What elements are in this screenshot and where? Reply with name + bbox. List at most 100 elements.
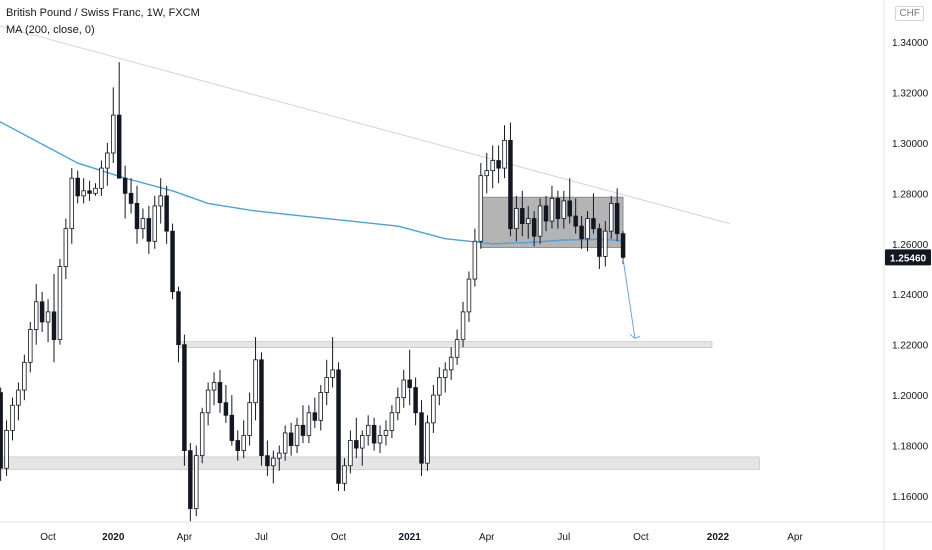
- candle-body: [164, 195, 169, 232]
- candle-body: [93, 187, 98, 194]
- candle-body: [152, 205, 158, 242]
- candle-body: [603, 230, 608, 257]
- candle-body: [549, 197, 555, 222]
- candle-body: [33, 301, 39, 330]
- y-tick-label: 1.18000: [892, 442, 929, 453]
- candle-body: [377, 435, 383, 444]
- candle-body: [597, 228, 602, 257]
- candle-body: [188, 450, 193, 510]
- candle-body: [514, 208, 519, 230]
- candle-body: [407, 379, 412, 388]
- candle-body: [614, 203, 620, 235]
- candles-layer: [0, 62, 626, 522]
- overlays-layer: [622, 258, 641, 339]
- candle-body: [241, 435, 246, 452]
- candle-body: [395, 397, 401, 414]
- candle-body: [502, 139, 507, 169]
- candle-body: [431, 394, 436, 424]
- candle-body: [282, 432, 288, 454]
- candle-body: [484, 170, 489, 177]
- candle-body: [199, 412, 205, 457]
- candle-body: [383, 430, 389, 436]
- x-tick-label: Oct: [331, 532, 347, 543]
- support-zone-0: [0, 456, 760, 470]
- candle-body: [146, 218, 152, 242]
- candle-body: [116, 114, 122, 179]
- y-tick-label: 1.26000: [892, 240, 929, 251]
- candle-body: [39, 301, 45, 323]
- projection-arrow: [622, 258, 636, 339]
- candle-body: [555, 197, 561, 219]
- candle-body: [585, 218, 590, 240]
- candle-body: [259, 359, 264, 457]
- candle-body: [277, 452, 282, 459]
- candle-body: [288, 432, 294, 446]
- candle-body: [413, 387, 418, 414]
- candle-body: [75, 177, 80, 197]
- x-tick-label: Apr: [787, 532, 803, 543]
- y-tick-label: 1.24000: [892, 290, 929, 301]
- x-tick-label: 2021: [399, 532, 422, 543]
- candle-body: [543, 205, 549, 222]
- x-tick-label: Jul: [557, 532, 570, 543]
- candle-body: [537, 205, 543, 237]
- candle-body: [105, 152, 110, 169]
- x-tick-label: 2020: [102, 532, 125, 543]
- candle-body: [454, 339, 460, 358]
- candle-body: [247, 402, 252, 436]
- candle-body: [443, 369, 448, 378]
- candle-body: [128, 192, 134, 204]
- candle-body: [525, 218, 531, 225]
- candle-body: [342, 465, 347, 484]
- candle-body: [306, 412, 312, 436]
- indicator-label[interactable]: MA (200, close, 0): [6, 24, 95, 36]
- y-tick-label: 1.30000: [892, 139, 929, 150]
- candle-body: [472, 240, 478, 280]
- candle-body: [111, 114, 116, 154]
- last-price-label: 1.25460: [890, 253, 927, 264]
- y-tick-label: 1.28000: [892, 189, 929, 200]
- candle-body: [69, 177, 75, 230]
- candle-body: [235, 440, 241, 451]
- y-tick-label: 1.22000: [892, 341, 929, 352]
- candle-body: [16, 389, 21, 406]
- currency-button[interactable]: CHF: [895, 6, 924, 21]
- candle-body: [63, 228, 69, 267]
- candle-body: [265, 455, 270, 467]
- x-tick-label: Oct: [40, 532, 56, 543]
- candle-body: [520, 208, 525, 224]
- last-price-tag: [885, 249, 931, 266]
- candle-body: [294, 424, 300, 446]
- candle-body: [223, 402, 229, 416]
- candle-body: [4, 430, 9, 469]
- candle-body: [371, 424, 377, 444]
- candle-body: [620, 233, 626, 258]
- candle-body: [122, 177, 128, 194]
- candle-body: [573, 215, 578, 227]
- candle-body: [401, 379, 406, 399]
- candle-body: [567, 200, 572, 217]
- y-tick-label: 1.16000: [892, 492, 929, 503]
- support-zone-1: [178, 341, 713, 348]
- candle-body: [490, 160, 495, 172]
- candle-body: [496, 160, 501, 169]
- candle-body: [182, 344, 187, 451]
- candle-body: [211, 382, 217, 391]
- chart-title: British Pound / Swiss Franc, 1W, FXCM: [6, 7, 200, 19]
- descending-trendline: [0, 25, 730, 225]
- candle-body: [194, 455, 199, 510]
- candle-body: [591, 218, 596, 230]
- candle-body: [460, 311, 466, 341]
- candle-body: [253, 359, 258, 404]
- candle-body: [437, 377, 442, 396]
- x-tick-label: Apr: [479, 532, 495, 543]
- x-tick-label: Oct: [633, 532, 649, 543]
- candle-body: [336, 369, 341, 484]
- candle-body: [134, 203, 140, 230]
- candle-body: [271, 457, 276, 467]
- candle-body: [170, 230, 175, 293]
- candle-body: [389, 412, 395, 431]
- x-tick-label: Jul: [255, 532, 268, 543]
